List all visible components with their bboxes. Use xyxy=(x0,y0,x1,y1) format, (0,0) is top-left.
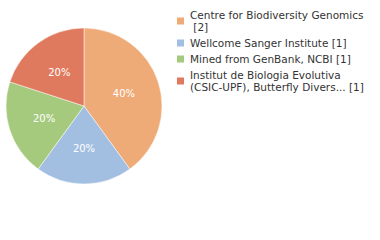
svg-text:20%: 20% xyxy=(33,113,55,124)
svg-text:20%: 20% xyxy=(48,67,70,78)
svg-text:20%: 20% xyxy=(73,143,95,154)
svg-text:[2]: [2] xyxy=(190,21,208,33)
svg-text:Mined from GenBank, NCBI [1]: Mined from GenBank, NCBI [1] xyxy=(190,53,351,65)
svg-text:40%: 40% xyxy=(113,88,135,99)
svg-text:(CSIC-UPF), Butterfly Divers..: (CSIC-UPF), Butterfly Divers... [1] xyxy=(190,81,364,93)
svg-text:Centre for Biodiversity Genomi: Centre for Biodiversity Genomics xyxy=(190,9,363,21)
svg-text:Institut de Biologia Evolutiva: Institut de Biologia Evolutiva xyxy=(190,69,344,81)
svg-text:Wellcome Sanger Institute [1]: Wellcome Sanger Institute [1] xyxy=(190,37,347,49)
